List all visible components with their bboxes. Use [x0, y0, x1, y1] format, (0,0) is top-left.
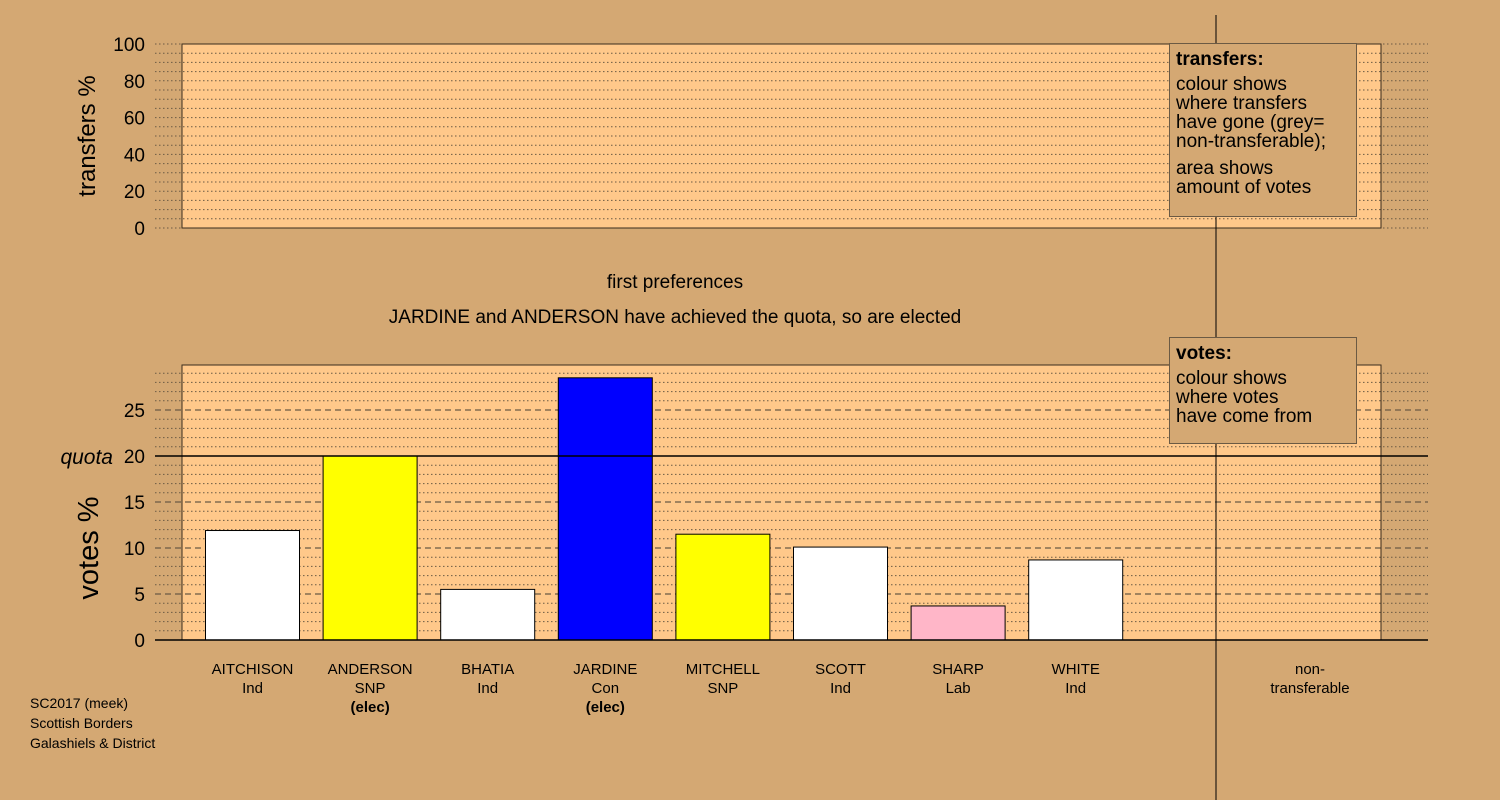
election-info: SC2017 (meek) Scottish Borders Galashiel…	[30, 693, 155, 753]
vote-bar-sharp	[910, 605, 1006, 641]
council-name: Scottish Borders	[30, 715, 133, 731]
transfers-y-tick-label: 100	[113, 35, 145, 56]
transfers-y-axis-label: transfers %	[74, 75, 101, 196]
votes-y-tick-label: 15	[124, 493, 145, 514]
transfers-legend-line: amount of votes	[1176, 177, 1312, 198]
candidate-party-label: Lab	[946, 680, 971, 697]
candidate-party-label: Ind	[242, 680, 263, 697]
candidate-name-label: WHITE	[1052, 661, 1100, 678]
votes-legend-title: votes:	[1176, 343, 1232, 364]
votes-y-tick-label: 25	[124, 401, 145, 422]
votes-legend-line: have come from	[1176, 406, 1313, 427]
votes-legend: votes: colour shows where votes have com…	[1169, 337, 1357, 444]
election-id: SC2017 (meek)	[30, 695, 129, 711]
transfers-legend-line: non-transferable);	[1176, 131, 1326, 152]
votes-y-tick-label: 20	[124, 447, 145, 468]
ward-name: Galashiels & District	[30, 735, 156, 751]
votes-y-tick-label: 5	[134, 585, 145, 606]
vote-bar-white	[1028, 559, 1124, 641]
candidate-name-label: AITCHISON	[212, 661, 294, 678]
vote-bar-mitchell	[675, 533, 771, 641]
candidate-name-label: JARDINE	[573, 661, 637, 678]
candidate-party-label: SNP	[707, 680, 738, 697]
nontransferable-label-line2: transferable	[1270, 680, 1349, 697]
vote-bar-bhatia	[440, 588, 536, 641]
candidate-party-label: Con	[592, 680, 620, 697]
transfers-y-tick-label: 60	[124, 109, 145, 130]
candidate-name-label: ANDERSON	[328, 661, 413, 678]
candidate-name-label: BHATIA	[461, 661, 514, 678]
transfers-legend-title: transfers:	[1176, 49, 1264, 70]
candidate-party-label: Ind	[1065, 680, 1086, 697]
transfers-legend-line: area shows	[1176, 158, 1274, 179]
vote-bar-scott	[793, 546, 888, 641]
candidate-status-label: (elec)	[351, 699, 390, 716]
candidate-name-label: SCOTT	[815, 661, 866, 678]
transfers-legend-line: have gone (grey=	[1176, 112, 1325, 133]
vote-bar-jardine	[557, 377, 653, 641]
elected-message: JARDINE and ANDERSON have achieved the q…	[389, 307, 961, 328]
quota-label: quota	[60, 446, 113, 469]
candidate-status-label: (elec)	[586, 699, 625, 716]
transfers-y-tick-label: 40	[124, 145, 145, 166]
nontransferable-label-line1: non-	[1295, 661, 1325, 678]
candidate-party-label: Ind	[477, 680, 498, 697]
candidate-name-label: MITCHELL	[686, 661, 760, 678]
candidate-party-label: SNP	[355, 680, 386, 697]
transfers-y-tick-label: 20	[124, 182, 145, 203]
votes-legend-line: colour shows	[1176, 368, 1287, 389]
votes-y-axis-label: votes %	[73, 496, 105, 599]
vote-bar-anderson	[322, 455, 418, 641]
transfers-y-tick-label: 80	[124, 72, 145, 93]
votes-legend-line: where votes	[1176, 387, 1279, 408]
transfers-legend-line: where transfers	[1176, 93, 1307, 114]
vote-bar-aitchison	[205, 530, 300, 641]
stage-title: first preferences	[607, 272, 743, 293]
votes-y-tick-label: 10	[124, 539, 145, 560]
candidate-name-label: SHARP	[932, 661, 984, 678]
candidate-party-label: Ind	[830, 680, 851, 697]
transfers-plot-frame	[181, 43, 1382, 229]
transfers-y-tick-label: 0	[134, 219, 145, 240]
transfers-legend: transfers: colour shows where transfers …	[1169, 43, 1357, 217]
votes-y-tick-label: 0	[134, 631, 145, 652]
transfers-legend-line: colour shows	[1176, 74, 1287, 95]
